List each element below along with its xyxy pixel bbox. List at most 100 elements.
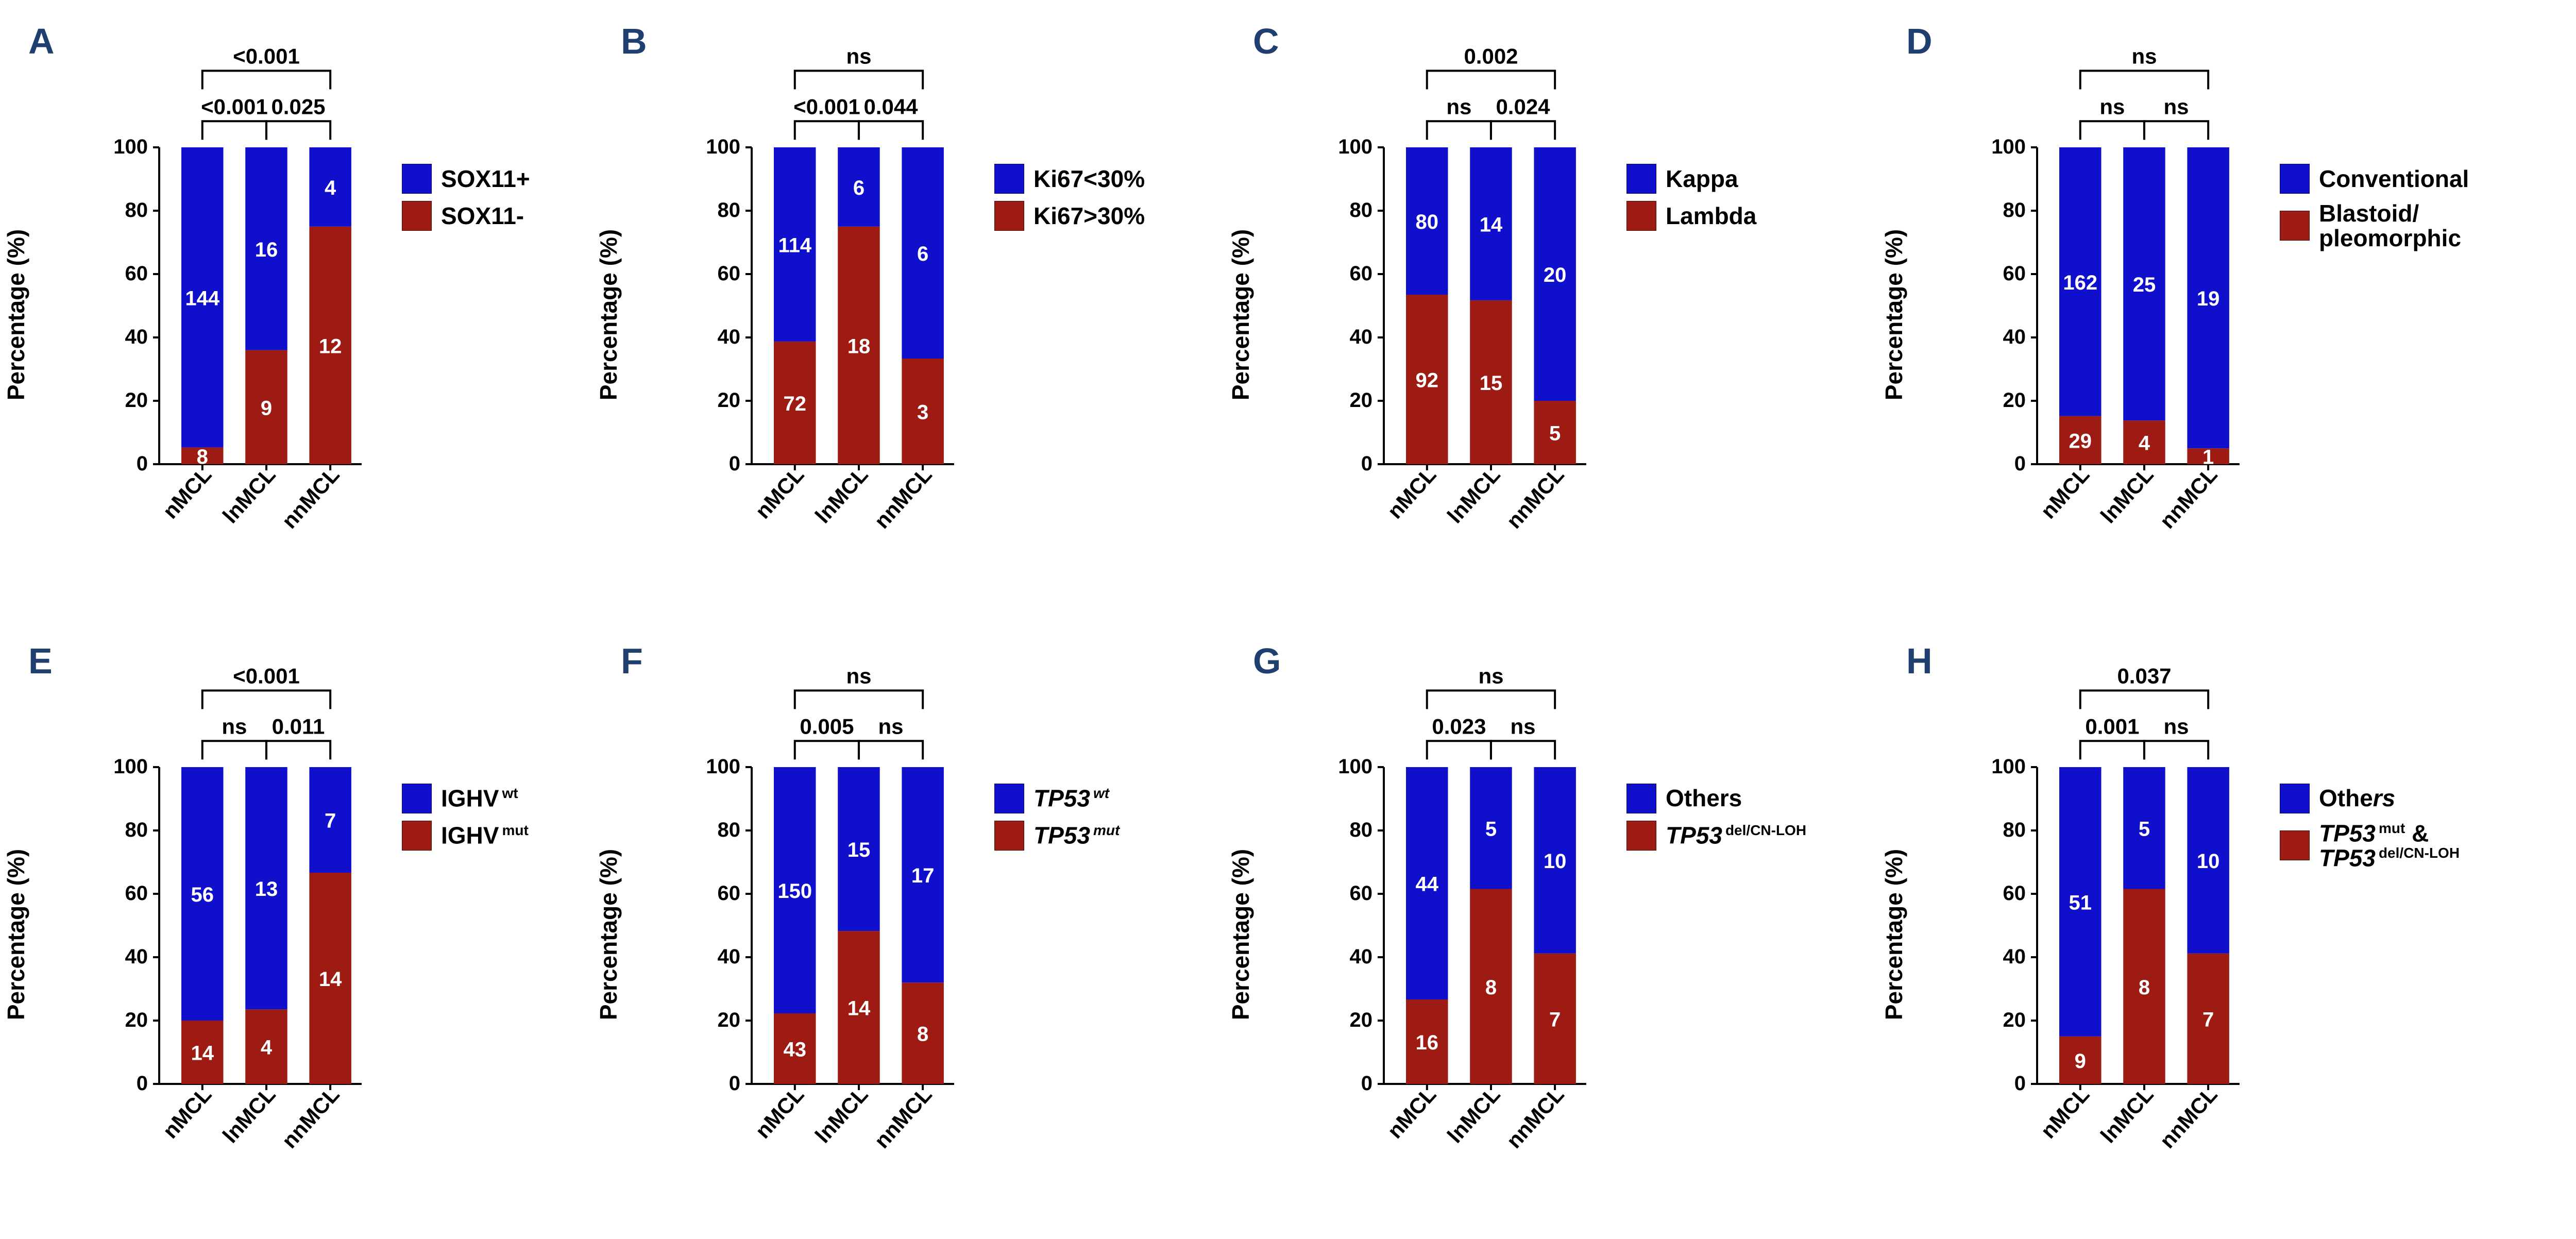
svg-text:20: 20 <box>718 1009 741 1031</box>
svg-text:lnMCL: lnMCL <box>218 463 280 528</box>
svg-text:60: 60 <box>718 262 741 285</box>
svg-text:nMCL: nMCL <box>1383 1082 1441 1143</box>
svg-text:18: 18 <box>848 335 871 358</box>
svg-text:10: 10 <box>2197 850 2220 872</box>
svg-text:<0.001: <0.001 <box>233 44 300 68</box>
svg-text:19: 19 <box>2197 287 2220 310</box>
svg-text:60: 60 <box>125 882 148 905</box>
svg-text:4: 4 <box>2139 432 2150 455</box>
svg-text:100: 100 <box>113 135 148 158</box>
svg-text:6: 6 <box>917 243 928 265</box>
svg-text:14: 14 <box>848 997 871 1020</box>
svg-text:8: 8 <box>2139 976 2150 998</box>
svg-text:nMCL: nMCL <box>158 1082 216 1143</box>
svg-text:ns: ns <box>2131 44 2157 68</box>
svg-text:14: 14 <box>319 968 342 991</box>
svg-text:12: 12 <box>319 335 342 358</box>
svg-text:100: 100 <box>706 755 740 778</box>
svg-text:5: 5 <box>1485 818 1497 840</box>
svg-text:ns: ns <box>1478 664 1503 688</box>
svg-text:9: 9 <box>2075 1049 2086 1072</box>
svg-text:25: 25 <box>2133 274 2156 296</box>
svg-text:9: 9 <box>261 397 272 419</box>
svg-text:nnMCL: nnMCL <box>1502 1082 1569 1152</box>
svg-text:nnMCL: nnMCL <box>870 1082 937 1152</box>
svg-text:17: 17 <box>911 864 935 887</box>
svg-text:80: 80 <box>718 199 741 222</box>
svg-text:80: 80 <box>1350 199 1373 222</box>
svg-text:80: 80 <box>2003 199 2026 222</box>
svg-text:14: 14 <box>1480 213 1503 236</box>
svg-text:ns: ns <box>2099 94 2125 118</box>
svg-text:100: 100 <box>113 755 148 778</box>
svg-text:92: 92 <box>1416 369 1439 392</box>
svg-text:4: 4 <box>325 177 336 199</box>
svg-text:lnMCL: lnMCL <box>218 1082 280 1147</box>
svg-text:7: 7 <box>2202 1008 2214 1031</box>
svg-text:0.044: 0.044 <box>863 94 918 118</box>
svg-text:<0.001: <0.001 <box>793 94 860 118</box>
svg-text:40: 40 <box>125 945 148 968</box>
svg-text:nMCL: nMCL <box>1383 463 1441 523</box>
svg-text:lnMCL: lnMCL <box>1443 1082 1505 1147</box>
svg-text:ns: ns <box>846 664 871 688</box>
svg-text:6: 6 <box>853 177 865 199</box>
svg-text:72: 72 <box>784 393 807 415</box>
svg-text:40: 40 <box>718 326 741 348</box>
svg-text:nMCL: nMCL <box>751 1082 809 1143</box>
svg-text:0.023: 0.023 <box>1432 714 1486 738</box>
svg-text:100: 100 <box>706 135 740 158</box>
svg-text:nnMCL: nnMCL <box>277 1082 344 1152</box>
svg-text:60: 60 <box>718 882 741 905</box>
svg-text:100: 100 <box>1338 755 1372 778</box>
svg-text:nnMCL: nnMCL <box>277 463 344 533</box>
svg-text:15: 15 <box>1480 372 1503 395</box>
svg-text:60: 60 <box>1350 882 1373 905</box>
svg-text:0.011: 0.011 <box>272 714 325 738</box>
svg-text:7: 7 <box>1549 1008 1561 1031</box>
svg-text:40: 40 <box>2003 326 2026 348</box>
svg-text:nnMCL: nnMCL <box>1502 463 1569 533</box>
svg-text:0: 0 <box>2014 452 2026 475</box>
svg-text:7: 7 <box>325 809 336 832</box>
svg-text:0: 0 <box>729 452 740 475</box>
svg-text:nnMCL: nnMCL <box>2155 1082 2222 1152</box>
svg-text:5: 5 <box>1549 422 1561 445</box>
svg-text:60: 60 <box>2003 262 2026 285</box>
svg-text:20: 20 <box>1350 389 1373 412</box>
svg-text:0: 0 <box>729 1072 740 1095</box>
svg-text:43: 43 <box>784 1038 807 1061</box>
svg-text:ns: ns <box>2163 714 2189 738</box>
svg-text:nMCL: nMCL <box>158 463 216 523</box>
svg-text:8: 8 <box>917 1023 928 1045</box>
svg-text:20: 20 <box>2003 1009 2026 1031</box>
svg-text:nMCL: nMCL <box>2036 1082 2094 1143</box>
svg-text:lnMCL: lnMCL <box>2096 463 2158 528</box>
svg-text:ns: ns <box>1446 94 1471 118</box>
svg-text:0: 0 <box>137 452 148 475</box>
svg-text:162: 162 <box>2063 271 2097 294</box>
svg-text:0.037: 0.037 <box>2117 664 2171 688</box>
svg-text:20: 20 <box>1544 264 1567 286</box>
svg-text:15: 15 <box>848 839 871 861</box>
svg-text:40: 40 <box>1350 326 1373 348</box>
svg-text:40: 40 <box>125 326 148 348</box>
svg-text:100: 100 <box>1338 135 1372 158</box>
svg-text:60: 60 <box>125 262 148 285</box>
svg-text:80: 80 <box>125 819 148 841</box>
svg-text:40: 40 <box>2003 945 2026 968</box>
svg-text:114: 114 <box>778 234 812 257</box>
svg-text:0: 0 <box>2014 1072 2026 1095</box>
svg-text:3: 3 <box>917 401 928 424</box>
svg-text:<0.001: <0.001 <box>201 94 268 118</box>
svg-text:80: 80 <box>125 199 148 222</box>
svg-text:40: 40 <box>718 945 741 968</box>
svg-text:nMCL: nMCL <box>751 463 809 523</box>
svg-text:0: 0 <box>1361 452 1372 475</box>
svg-text:8: 8 <box>1485 976 1497 998</box>
svg-text:80: 80 <box>1416 211 1439 233</box>
svg-text:20: 20 <box>2003 389 2026 412</box>
svg-text:ns: ns <box>222 714 247 738</box>
svg-text:nnMCL: nnMCL <box>870 463 937 533</box>
svg-text:ns: ns <box>878 714 903 738</box>
